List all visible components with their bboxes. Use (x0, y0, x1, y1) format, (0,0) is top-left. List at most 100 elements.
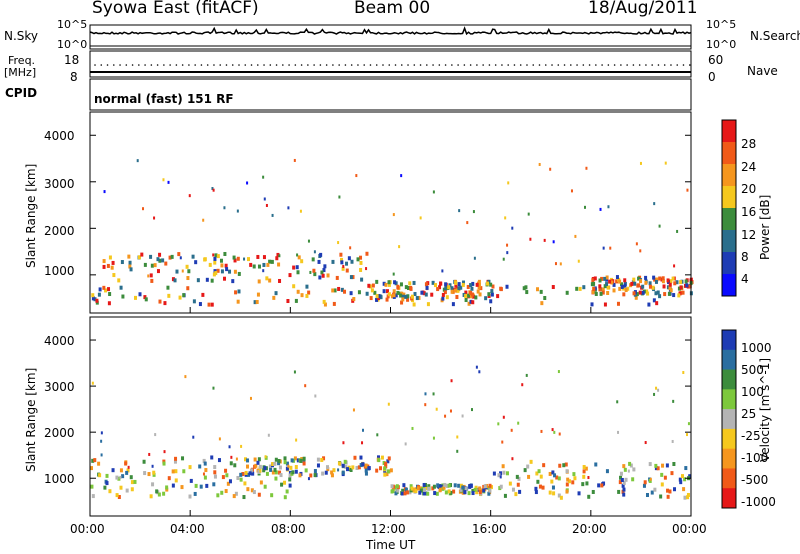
heat-cell-sparse (504, 216, 507, 220)
heat-cell-sparse (337, 241, 340, 245)
heat-cell (395, 484, 399, 489)
heat-cell (641, 290, 645, 295)
heat-cell (553, 473, 557, 478)
heat-cell (198, 464, 202, 469)
heat-cell (684, 466, 688, 471)
power-ytick-4000: 4000 (44, 129, 75, 143)
heat-cell-sparse (228, 445, 231, 449)
heat-cell (422, 491, 426, 496)
heat-cell (375, 297, 379, 302)
heat-cell (263, 484, 267, 489)
heat-cell (619, 471, 623, 476)
heat-cell-sparse (525, 373, 528, 377)
heat-cell (345, 261, 349, 266)
station-title: Syowa East (fitACF) (92, 0, 259, 18)
heat-cell (117, 476, 121, 481)
heat-cell-sparse (551, 428, 554, 432)
heat-cell (684, 279, 688, 284)
heat-cell (661, 463, 665, 468)
heat-cell (572, 472, 576, 477)
nsearch-label: N.Search (750, 29, 800, 43)
heat-cell (213, 256, 217, 261)
nave-point (551, 64, 553, 66)
heat-cell (630, 281, 634, 286)
heat-cell-sparse (299, 209, 302, 213)
heat-cell (233, 258, 237, 263)
nave-point (163, 64, 165, 66)
heat-cell (647, 302, 651, 307)
heat-cell (672, 293, 676, 298)
power-colorbar-segment (722, 142, 736, 165)
heat-cell (205, 483, 209, 488)
heat-cell (387, 280, 391, 285)
heat-cell-sparse (511, 226, 514, 230)
heat-cell (501, 464, 505, 469)
heat-cell (387, 292, 391, 297)
heat-cell (443, 290, 447, 295)
heat-cell (128, 260, 132, 265)
nave-point (282, 64, 284, 66)
nave-point (131, 64, 134, 66)
heat-cell (536, 287, 540, 292)
heat-cell (246, 458, 250, 463)
heat-cell (558, 463, 562, 468)
heat-cell-sparse (223, 206, 226, 210)
heat-cell (386, 294, 390, 299)
heat-cell (629, 463, 633, 468)
heat-cell (277, 262, 281, 267)
power-cb-tick-16: 16 (741, 205, 757, 219)
heat-cell (655, 301, 659, 306)
heat-cell (420, 290, 424, 295)
heat-cell (668, 282, 672, 287)
heat-cell (426, 491, 430, 496)
heat-cell (618, 279, 622, 284)
heat-cell (224, 468, 228, 473)
heat-cell (341, 266, 345, 271)
heat-cell-sparse (653, 392, 656, 396)
nave-point (181, 64, 184, 66)
heat-cell (274, 457, 278, 462)
heat-cell (252, 264, 256, 269)
nave-point (206, 64, 209, 66)
heat-cell (499, 471, 503, 476)
nave-point (613, 64, 616, 66)
heat-cell (497, 473, 501, 478)
heat-cell (623, 278, 627, 283)
heat-cell (385, 297, 389, 302)
heat-cell (681, 290, 685, 295)
heat-cell (271, 462, 275, 467)
heat-cell (400, 300, 404, 305)
nave-point (256, 64, 259, 66)
heat-cell (594, 291, 598, 296)
heat-cell (594, 462, 598, 467)
heat-cell (679, 280, 683, 285)
heat-cell (467, 301, 471, 306)
heat-cell (379, 466, 383, 471)
heat-cell-sparse (338, 195, 341, 199)
heat-cell (534, 490, 538, 495)
heat-cell-sparse (246, 181, 249, 185)
nave-point (369, 64, 372, 66)
heat-cell (102, 259, 106, 264)
heat-cell-sparse (424, 392, 427, 396)
heat-cell (655, 277, 659, 282)
heat-cell-sparse (262, 175, 265, 179)
heat-cell (575, 286, 579, 291)
heat-cell (270, 493, 274, 498)
nave-point (620, 64, 622, 66)
freq-tick-top: 18 (64, 53, 80, 67)
heat-cell-sparse (147, 274, 150, 278)
heat-cell (210, 455, 214, 460)
heat-cell (677, 293, 681, 298)
heat-cell (391, 486, 395, 491)
heat-cell-sparse (577, 259, 580, 263)
heat-cell-sparse (543, 238, 546, 242)
heat-cell (249, 262, 253, 267)
heat-cell (622, 480, 626, 485)
heat-cell (577, 491, 581, 496)
heat-cell (475, 282, 479, 287)
heat-cell (244, 457, 248, 462)
heat-cell-sparse (587, 476, 590, 480)
heat-cell (488, 483, 492, 488)
power-cb-tick-4: 4 (741, 272, 749, 286)
